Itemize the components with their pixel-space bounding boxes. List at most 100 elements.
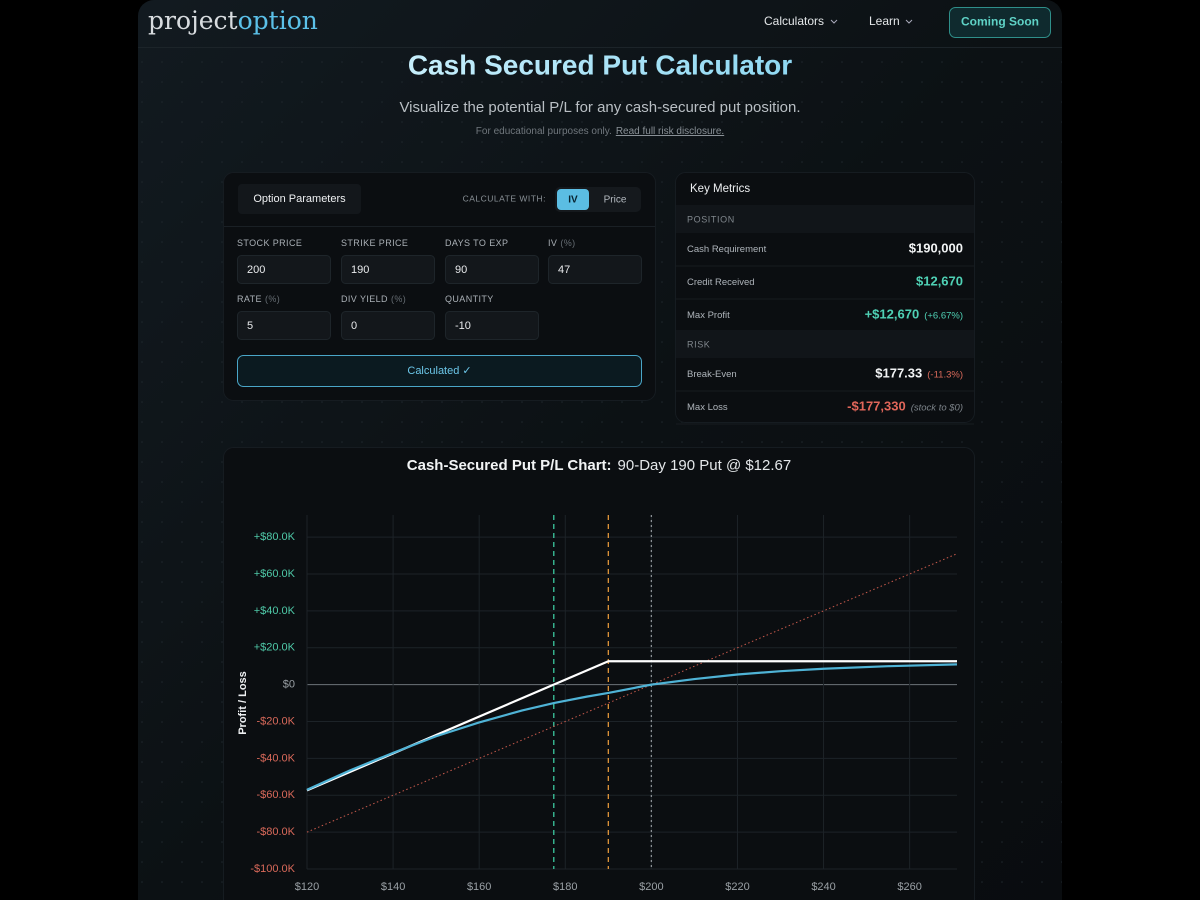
chart-card xyxy=(223,447,975,900)
label: RATE xyxy=(237,294,262,304)
metric-label: Cash Requirement xyxy=(687,244,767,255)
metric-label: Max Loss xyxy=(687,402,728,413)
page-title: Cash Secured Put Calculator xyxy=(408,49,792,80)
input-value: 47 xyxy=(558,264,570,276)
metric-label: Break-Even xyxy=(687,369,737,380)
toggle-label: CALCULATE WITH: xyxy=(463,193,546,203)
input-value: 5 xyxy=(247,320,253,332)
y-tick-label: -$20.0K xyxy=(256,715,295,727)
y-tick-label: -$40.0K xyxy=(256,752,295,764)
card-title: Key Metrics xyxy=(690,183,750,195)
field-label: STOCK PRICE xyxy=(237,238,302,248)
field-label: QUANTITY xyxy=(445,294,494,304)
label: DIV YIELD xyxy=(341,294,388,304)
note: For educational purposes only. xyxy=(476,126,612,137)
input[interactable] xyxy=(237,255,331,284)
x-tick-label: $120 xyxy=(295,881,319,893)
section-title: RISK xyxy=(687,339,710,349)
metric: -$177,330 (stock to $0) xyxy=(847,399,963,414)
chart-title: Cash-Secured Put P/L Chart: 90-Day 190 Pu… xyxy=(407,457,791,474)
y-tick-label: -$60.0K xyxy=(256,789,295,801)
input[interactable] xyxy=(445,311,539,340)
mode: IV xyxy=(568,195,578,206)
x-tick-label: $140 xyxy=(381,881,405,893)
input[interactable] xyxy=(341,311,435,340)
unit: (%) xyxy=(391,294,406,304)
metric-value: $177.33 xyxy=(875,366,922,381)
input[interactable] xyxy=(341,255,435,284)
metric: $12,670 xyxy=(916,274,963,289)
input-value: 90 xyxy=(455,264,467,276)
logo-part: option xyxy=(238,6,318,35)
unit: (%) xyxy=(560,238,575,248)
y-tick-label: -$100.0K xyxy=(250,863,295,875)
field-label: STRIKE PRICE xyxy=(341,238,408,248)
x-tick-label: $200 xyxy=(639,881,663,893)
y-tick-label: +$20.0K xyxy=(254,642,296,654)
unit: (%) xyxy=(265,294,280,304)
x-tick-label: $220 xyxy=(725,881,749,893)
series-line xyxy=(306,553,958,833)
label: STRIKE PRICE xyxy=(341,238,408,248)
metric-label: Max Profit xyxy=(687,310,730,321)
disclaimer: For educational purposes only. Read full … xyxy=(476,126,724,137)
metric-extra: (stock to $0) xyxy=(911,402,963,413)
nav-menu[interactable]: Learn xyxy=(869,14,900,28)
input[interactable] xyxy=(548,255,642,284)
y-tick-label: +$80.0K xyxy=(254,531,296,543)
y-tick-label: +$60.0K xyxy=(254,568,296,580)
label: DAYS TO EXP xyxy=(445,238,508,248)
subtitle: 90-Day 190 Put @ $12.67 xyxy=(618,457,792,474)
metric-label: Credit Received xyxy=(687,277,755,288)
metrics: POSITION Cash Requirement $190,000 Credit R… xyxy=(676,205,974,425)
input-value: 200 xyxy=(247,264,265,276)
chevron xyxy=(830,19,838,24)
logo[interactable]: projectoption xyxy=(148,6,318,35)
coming-soon-button[interactable] xyxy=(949,7,1051,38)
button-label: Coming Soon xyxy=(961,15,1039,29)
parameters-card xyxy=(223,172,656,401)
mode[interactable]: Price xyxy=(604,195,627,206)
metric-extra: (-11.3%) xyxy=(927,369,963,380)
metric-extra: (+6.67%) xyxy=(924,310,963,321)
input[interactable] xyxy=(445,255,539,284)
y-tick-label: +$40.0K xyxy=(254,605,296,617)
input-value: 190 xyxy=(351,264,369,276)
section-title: POSITION xyxy=(687,214,735,224)
title: Cash-Secured Put P/L Chart: xyxy=(407,457,612,474)
y-tick-label: $0 xyxy=(283,679,295,691)
x-tick-label: $260 xyxy=(897,881,921,893)
label: QUANTITY xyxy=(445,294,494,304)
label: IV xyxy=(548,238,557,248)
x-tick-label: $160 xyxy=(467,881,491,893)
card-title: Option Parameters xyxy=(253,193,346,205)
logo-part: project xyxy=(148,6,238,35)
field-label: DIV YIELD (%) xyxy=(341,294,406,304)
field-label: RATE (%) xyxy=(237,294,280,304)
metrics-card xyxy=(675,172,975,423)
input[interactable] xyxy=(237,311,331,340)
fields: STOCK PRICE 200 STRIKE PRICE 190 DAYS TO EXP… xyxy=(237,238,642,340)
plot: -$100.0K -$80.0K -$60.0K -$40.0K -$20.0K $0 +$… xyxy=(250,515,958,893)
section-band xyxy=(676,205,974,233)
tab[interactable] xyxy=(238,184,361,214)
input-value: 0 xyxy=(351,320,357,332)
input-value: -10 xyxy=(455,320,471,332)
risk-link[interactable]: Read full risk disclosure. xyxy=(616,126,724,137)
mode-active[interactable] xyxy=(557,189,589,210)
y-tick-label: -$80.0K xyxy=(256,826,295,838)
field-label: IV (%) xyxy=(548,238,576,248)
metric: +$12,670 (+6.67%) xyxy=(865,307,963,322)
field-label: DAYS TO EXP xyxy=(445,238,508,248)
metric: $177.33 (-11.3%) xyxy=(875,366,963,381)
metric-value: +$12,670 xyxy=(865,307,920,322)
calculate-button[interactable] xyxy=(237,355,642,387)
nav-menu[interactable]: Calculators xyxy=(764,14,824,28)
metric-value: $190,000 xyxy=(909,241,963,256)
x-tick-label: $180 xyxy=(553,881,577,893)
button-label: Calculated ✓ xyxy=(407,365,471,377)
y-axis-label: Profit / Loss xyxy=(237,671,249,735)
metric: $190,000 xyxy=(909,241,963,256)
